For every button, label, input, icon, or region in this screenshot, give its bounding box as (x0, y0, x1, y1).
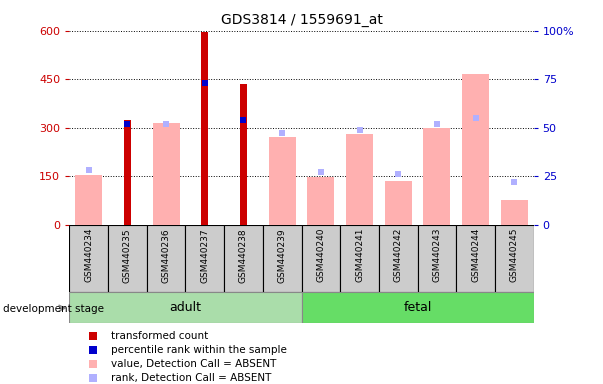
Bar (308, 177, 335, 225)
Text: GSM440238: GSM440238 (239, 228, 248, 283)
Bar (462, 74, 489, 225)
Text: GSM440242: GSM440242 (394, 228, 403, 282)
Bar (417, 225, 456, 292)
Text: value, Detection Call = ABSENT: value, Detection Call = ABSENT (111, 359, 277, 369)
Text: rank, Detection Call = ABSENT: rank, Detection Call = ABSENT (111, 374, 271, 384)
Text: fetal: fetal (403, 301, 432, 314)
Bar (224, 225, 263, 292)
Bar (75, 175, 103, 225)
Bar (302, 292, 534, 323)
Bar (385, 181, 412, 225)
Bar (263, 225, 302, 292)
Text: GSM440241: GSM440241 (355, 228, 364, 283)
Bar (500, 200, 528, 225)
Bar (456, 225, 495, 292)
Text: GSM440235: GSM440235 (123, 228, 132, 283)
Bar (379, 225, 417, 292)
Bar (147, 225, 186, 292)
Bar (186, 225, 224, 292)
Text: GSM440234: GSM440234 (84, 228, 93, 283)
Text: adult: adult (169, 301, 201, 314)
Text: GSM440237: GSM440237 (200, 228, 209, 283)
Bar (201, 32, 208, 225)
Text: development stage: development stage (3, 304, 104, 314)
Bar (69, 225, 108, 292)
Bar (268, 137, 295, 225)
Bar (69, 292, 302, 323)
Text: GSM440239: GSM440239 (277, 228, 286, 283)
Text: GSM440245: GSM440245 (510, 228, 519, 283)
Bar (495, 225, 534, 292)
Title: GDS3814 / 1559691_at: GDS3814 / 1559691_at (221, 13, 382, 27)
Text: percentile rank within the sample: percentile rank within the sample (111, 345, 287, 355)
Text: GSM440240: GSM440240 (317, 228, 326, 283)
Bar (302, 225, 340, 292)
Text: GSM440236: GSM440236 (162, 228, 171, 283)
Bar (346, 134, 373, 225)
Bar (240, 84, 247, 225)
Bar (124, 119, 131, 225)
Text: transformed count: transformed count (111, 331, 209, 341)
Bar (108, 225, 147, 292)
Text: GSM440244: GSM440244 (471, 228, 480, 282)
Bar (153, 123, 180, 225)
Bar (423, 128, 450, 225)
Text: GSM440243: GSM440243 (432, 228, 441, 283)
Bar (340, 225, 379, 292)
